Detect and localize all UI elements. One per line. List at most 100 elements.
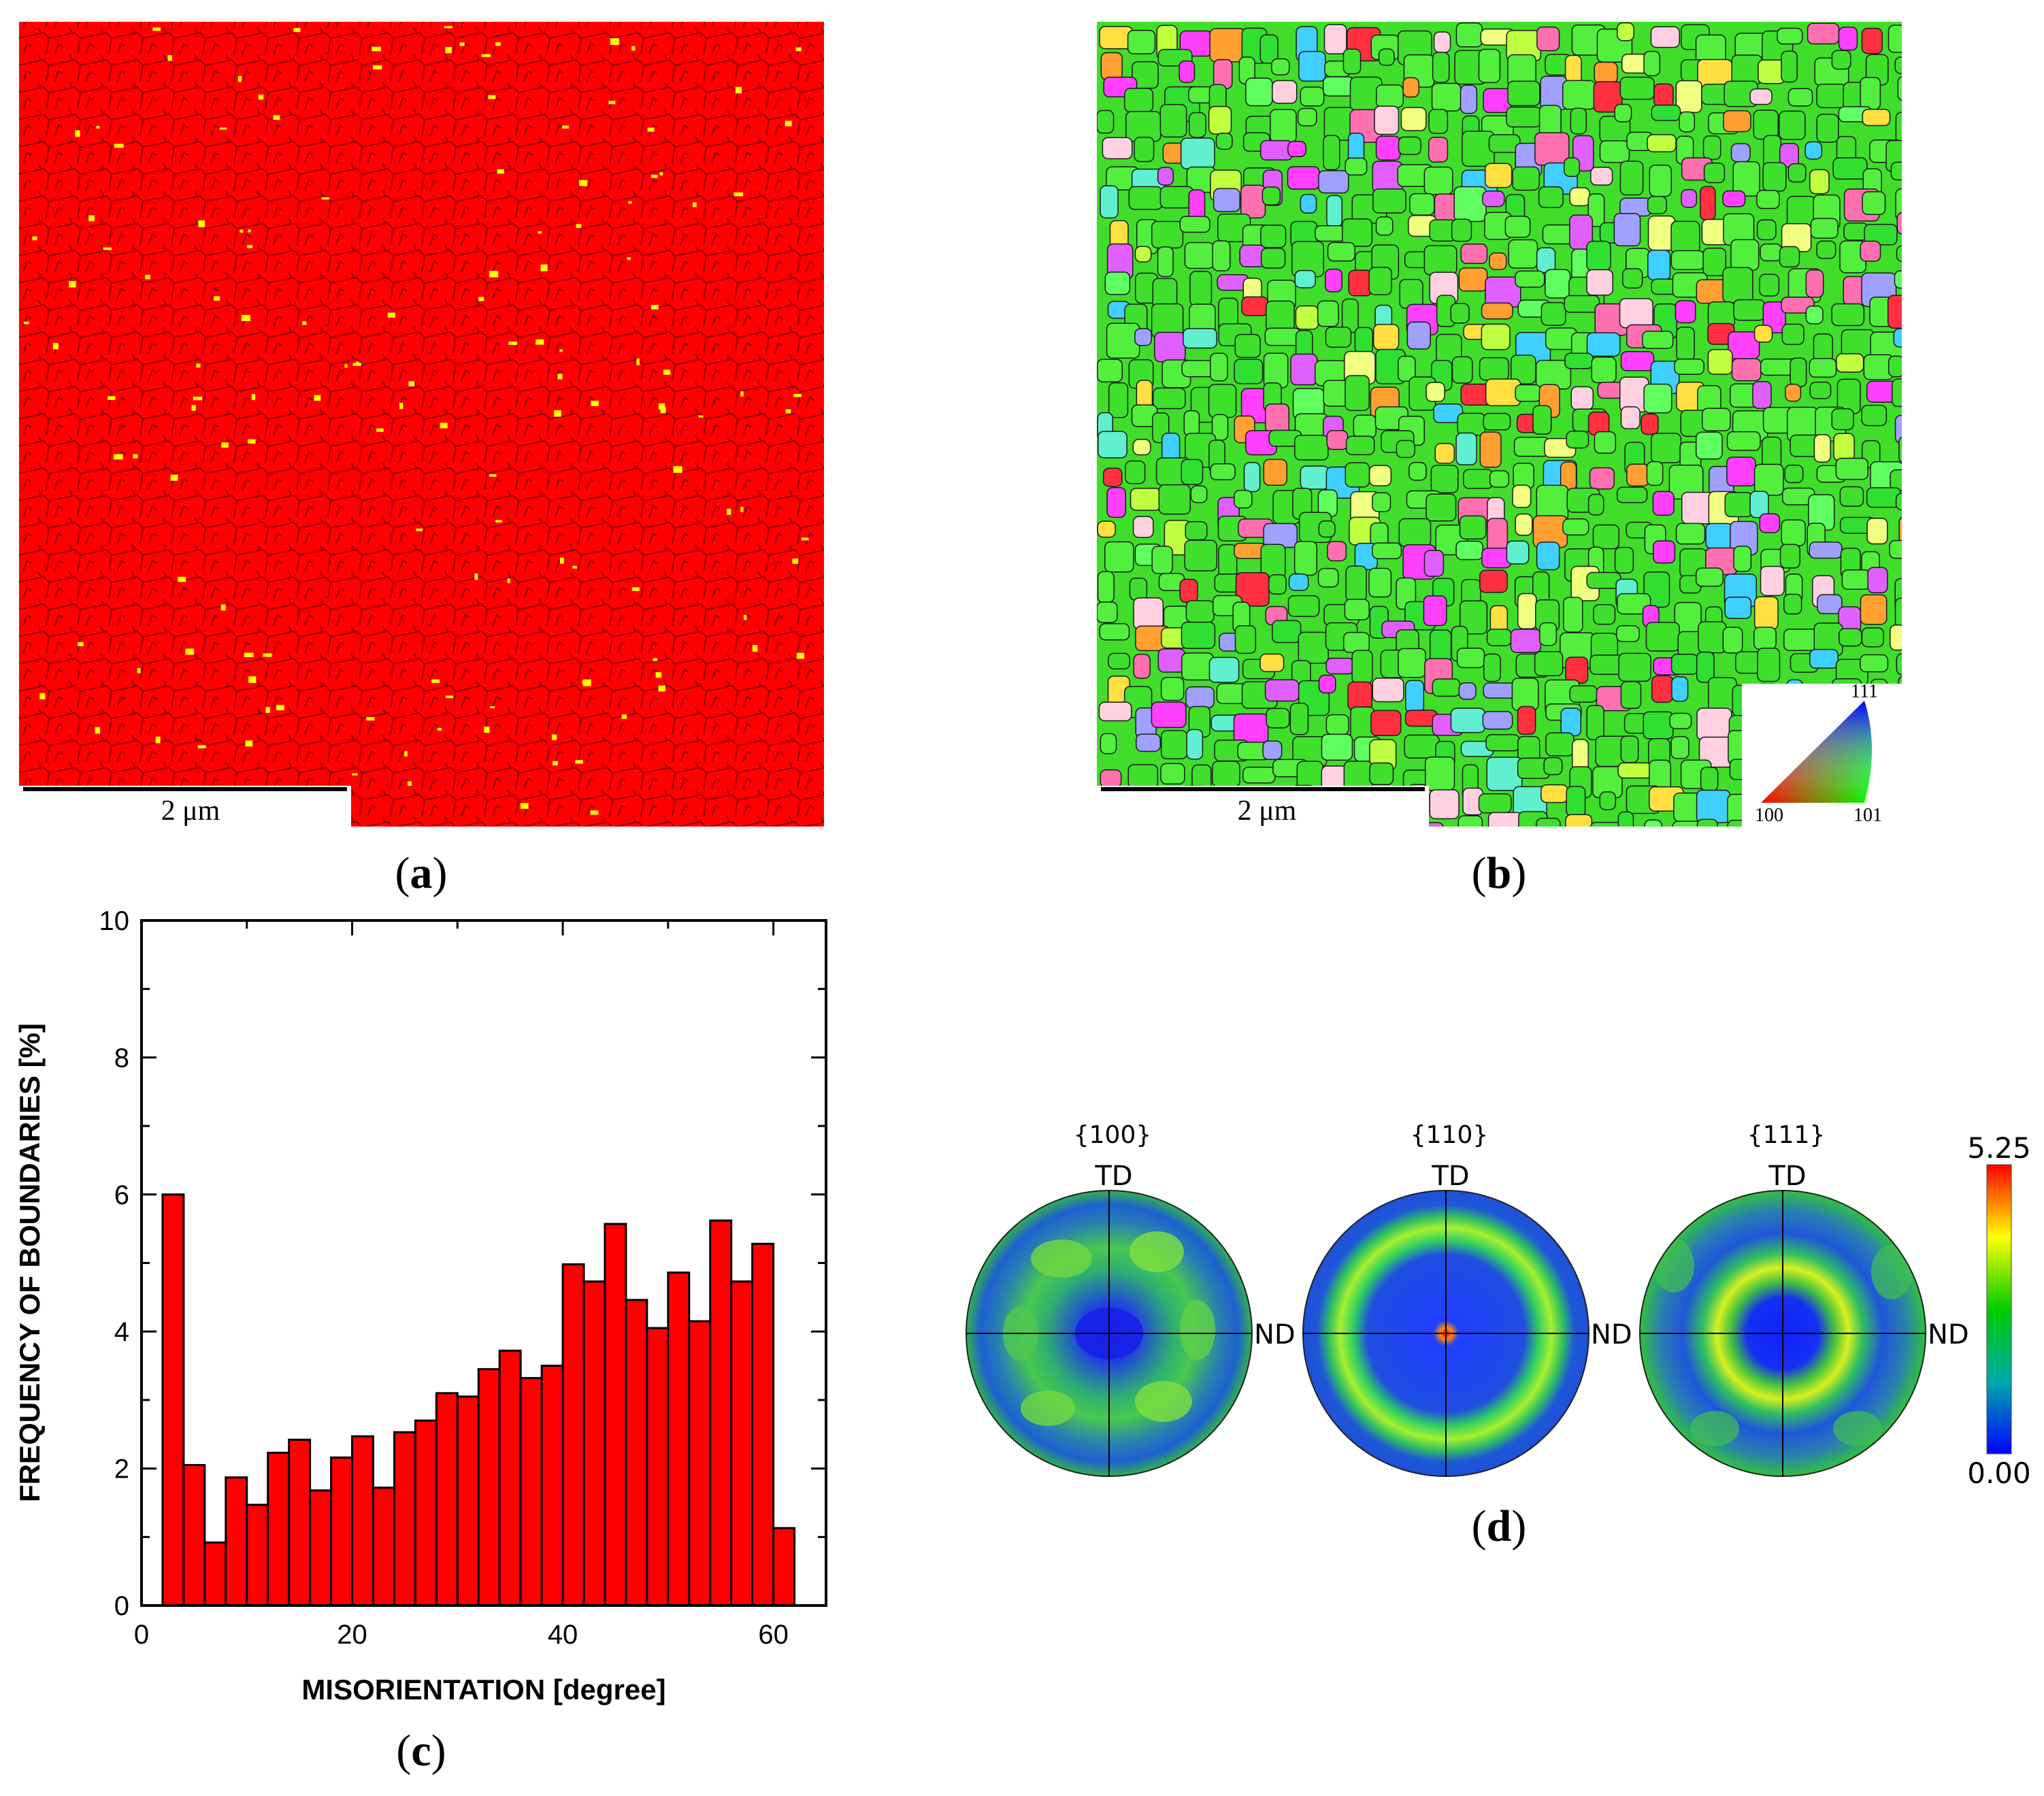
panel-a-phase-map: 2 μm (19, 22, 824, 829)
ipf-grain (1153, 387, 1186, 410)
histogram-bar (161, 1193, 185, 1607)
minor-phase-speck (248, 229, 251, 233)
ipf-grain (1430, 465, 1459, 494)
ipf-grain (1372, 542, 1402, 560)
ipf-grain (1243, 462, 1261, 493)
ipf-grain (1898, 516, 1902, 550)
ipf-grain (1696, 789, 1731, 824)
ipf-grain (1270, 109, 1297, 144)
ipf-grain (1563, 597, 1583, 633)
minor-phase-speck (404, 750, 408, 756)
histogram-bar (688, 1320, 712, 1607)
ipf-grain (1619, 76, 1655, 100)
ipf-grain (1860, 594, 1888, 625)
ipf-grain (1760, 565, 1785, 597)
ipf-grain (1619, 161, 1644, 196)
ipf-grain (1510, 354, 1536, 384)
minor-phase-speck (658, 403, 665, 410)
ipf-grain (1757, 647, 1781, 682)
ipf-grain (1538, 186, 1564, 208)
ipf-grain (1097, 359, 1123, 383)
ipf-grain (1450, 708, 1486, 733)
intensity-spot (1871, 1245, 1912, 1299)
ipf-grain (1779, 544, 1800, 569)
minor-phase-speck (631, 46, 636, 51)
minor-phase-speck (540, 264, 548, 271)
minor-phase-speck (314, 395, 321, 401)
ipf-grain (1451, 356, 1473, 384)
y-tick-label: 10 (99, 906, 130, 936)
ipf-grain (1653, 83, 1674, 107)
minor-phase-speck (137, 667, 141, 674)
histogram-bars (161, 1193, 796, 1607)
ipf-grain (1898, 436, 1902, 463)
y-tick-label: 6 (114, 1180, 129, 1210)
ipf-grain (1485, 734, 1521, 752)
ipf-grain (1372, 678, 1404, 703)
x-tick-label: 20 (337, 1620, 367, 1650)
ipf-grain (1159, 186, 1194, 209)
ipf-grain (1351, 650, 1373, 684)
ipf-grain (1756, 219, 1777, 241)
minor-phase-speck (387, 312, 395, 318)
ipf-grain (1272, 80, 1298, 104)
ipf-grain (1570, 386, 1594, 410)
ipf-grain (1894, 56, 1902, 74)
histogram-bar (203, 1541, 227, 1607)
ipf-grain (1423, 166, 1453, 195)
histogram-bar (519, 1377, 543, 1607)
ipf-grain (1453, 186, 1487, 222)
ipf-grain (1507, 80, 1540, 107)
ipf-grain (1233, 713, 1269, 744)
ipf-grain (1760, 243, 1782, 262)
ipf-label-100: 100 (1755, 805, 1783, 826)
ipf-grain (1106, 486, 1127, 518)
ipf-grain (1400, 107, 1427, 131)
ipf-grain (1455, 432, 1477, 466)
minor-phase-speck (628, 201, 632, 204)
ipf-grain (1862, 108, 1891, 127)
ipf-grain (1188, 189, 1206, 221)
ipf-grain (1370, 710, 1402, 736)
histogram-bar (182, 1464, 206, 1607)
ipf-grain (1696, 708, 1732, 741)
ipf-grain (1749, 88, 1773, 105)
ipf-grain (1486, 629, 1512, 646)
ipf-grain (1133, 654, 1151, 679)
minor-phase-speck (276, 705, 284, 711)
ipf-grain (1455, 540, 1484, 561)
scale-bar-label: 2 μm (161, 795, 220, 827)
ipf-grain (1134, 328, 1153, 346)
ipf-grain (1181, 459, 1204, 485)
minor-phase-speck (801, 537, 809, 541)
minor-phase-speck (535, 339, 544, 345)
ipf-color-key: 111 100 101 (1742, 681, 1902, 827)
minor-phase-speck (795, 47, 802, 52)
minor-phase-speck (191, 405, 196, 411)
ipf-grain (1777, 27, 1803, 45)
ipf-grain (1179, 216, 1210, 233)
ipf-grain (1784, 465, 1804, 484)
histogram-bar (351, 1435, 374, 1607)
minor-phase-speck (352, 363, 361, 366)
minor-phase-speck (631, 587, 640, 591)
intensity-spot (1135, 1381, 1192, 1422)
minor-phase-speck (152, 27, 161, 31)
ipf-grain (1482, 711, 1513, 730)
minor-phase-speck (692, 202, 697, 207)
minor-phase-speck (659, 172, 663, 176)
minor-phase-speck (489, 271, 499, 278)
ipf-grain (1372, 188, 1406, 214)
ipf-grain (1540, 784, 1568, 803)
ipf-grain (1125, 460, 1146, 484)
minor-phase-speck (572, 565, 577, 569)
minor-phase-speck (372, 46, 381, 52)
ipf-grain (1210, 463, 1236, 480)
ipf-grain (1159, 103, 1187, 138)
ipf-grain (1134, 246, 1152, 263)
ipf-grain (1098, 431, 1127, 459)
minor-phase-speck (793, 394, 802, 397)
ipf-grain (1515, 513, 1533, 536)
minor-phase-speck (655, 672, 662, 678)
ipf-grain (1564, 295, 1600, 313)
